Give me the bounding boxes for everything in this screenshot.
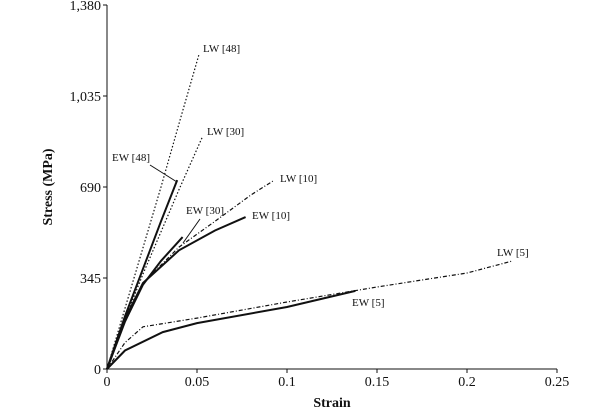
series-label-lw-10: LW [10] bbox=[280, 173, 317, 185]
y-tick-label: 1,380 bbox=[70, 0, 102, 14]
axes: 0 0.05 0.1 0.15 0.2 0.25 0 345 690 1,035 1,380 bbox=[70, 0, 570, 390]
x-tick-label: 0.15 bbox=[365, 375, 390, 390]
y-tick-label: 345 bbox=[80, 272, 101, 287]
series-label-ew-30: EW [30] bbox=[186, 205, 224, 217]
x-tick-label: 0.25 bbox=[545, 375, 570, 390]
series-labels: LW [48] LW [30] EW [48] EW [30] LW [10] EW [1… bbox=[112, 43, 529, 309]
series-line-ew-5 bbox=[106, 289, 356, 370]
series-line-lw-5 bbox=[106, 260, 513, 370]
y-axis-label: Stress (MPa) bbox=[41, 148, 56, 225]
leader-line-ew-30 bbox=[182, 218, 201, 244]
x-axis-label: Strain bbox=[313, 396, 351, 411]
x-tick-label: 0 bbox=[104, 375, 111, 390]
x-tick-label: 0.1 bbox=[278, 375, 296, 390]
series-group bbox=[106, 54, 513, 370]
y-tick-label: 0 bbox=[94, 363, 101, 378]
series-label-lw-5: LW [5] bbox=[497, 247, 529, 259]
series-line-ew-10 bbox=[106, 216, 247, 370]
leader-line-ew-48 bbox=[149, 164, 178, 183]
series-label-ew-48: EW [48] bbox=[112, 152, 150, 164]
series-label-ew-10: EW [10] bbox=[252, 210, 290, 222]
x-tick-label: 0.2 bbox=[458, 375, 476, 390]
series-label-lw-30: LW [30] bbox=[207, 126, 244, 138]
x-tick-label: 0.05 bbox=[185, 375, 210, 390]
series-line-lw-48 bbox=[106, 54, 200, 370]
series-label-ew-5: EW [5] bbox=[352, 297, 384, 309]
series-line-lw-30 bbox=[106, 136, 203, 370]
series-label-lw-48: LW [48] bbox=[203, 43, 240, 55]
y-tick-label: 690 bbox=[80, 181, 101, 196]
y-tick-label: 1,035 bbox=[70, 90, 102, 105]
series-line-lw-10 bbox=[106, 179, 275, 370]
